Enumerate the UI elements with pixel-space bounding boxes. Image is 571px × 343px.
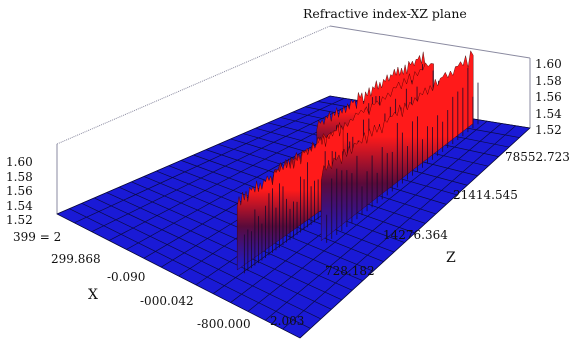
x-tick-label: -000.042: [140, 294, 194, 308]
grid-line-z: [118, 186, 353, 291]
z-tick-label: 78552.723: [505, 150, 570, 164]
z-tick-label: 728.182: [325, 264, 375, 278]
z-tick-label: 21414.545: [453, 188, 518, 202]
y-tick-label-right: 1.60: [535, 57, 562, 71]
grid-line-z: [94, 197, 332, 310]
grid-line-z: [106, 192, 342, 301]
x-tick-label: 399 = 2: [13, 230, 62, 244]
z-tick-label: 14276.364: [383, 228, 448, 242]
y-tick-label-left: 1.60: [6, 155, 33, 169]
x-axis-label: X: [88, 287, 98, 303]
y-tick-label-left: 1.52: [6, 213, 33, 227]
grid-line-z: [69, 208, 311, 329]
y-tick-label-left: 1.54: [6, 198, 33, 213]
y-tick-label-right: 1.54: [535, 106, 562, 121]
frame-edge-top-right: [329, 25, 531, 59]
frame-edge-top-back: [56, 25, 331, 145]
z-tick-label: 2.003: [270, 314, 305, 328]
chart-title: Refractive index-XZ plane: [303, 6, 467, 21]
y-tick-label-right: 1.52: [535, 123, 562, 137]
y-tick-label-right: 1.58: [535, 73, 562, 88]
y-tick-label-left: 1.56: [6, 184, 33, 198]
grid-line-z: [81, 202, 322, 320]
y-tick-label-left: 1.58: [6, 169, 33, 184]
x-tick-label: 299.868: [51, 252, 101, 266]
x-tick-label: -800.000: [197, 317, 251, 331]
x-tick-label: -0.090: [107, 270, 146, 284]
z-axis-label: Z: [446, 250, 456, 266]
y-tick-label-right: 1.56: [535, 90, 562, 104]
grid-line-z: [56, 213, 301, 339]
